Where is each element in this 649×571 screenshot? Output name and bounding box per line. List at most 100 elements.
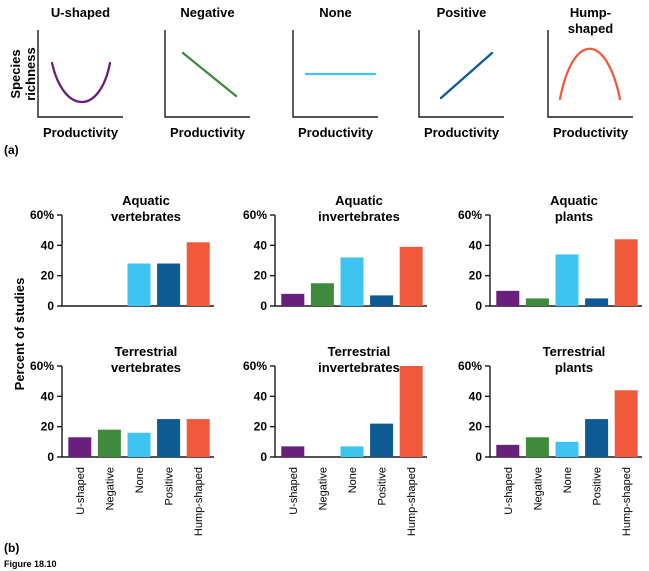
bar-terrestrial-plants-none — [555, 441, 579, 457]
category-label-positive: Positive — [592, 467, 604, 506]
shape-panel-axes-negative — [164, 30, 250, 118]
y-tick-label-terrestrial-invertebrates-60: 60% — [243, 359, 267, 373]
bar-aquatic-vertebrates-positive — [157, 263, 181, 306]
category-label-u-shaped: U-shaped — [503, 467, 515, 515]
shape-panel-title-hump-2: shaped — [568, 21, 614, 36]
bar-aquatic-plants-hump-shaped — [614, 239, 638, 306]
y-tick-label-aquatic-invertebrates-60: 60% — [243, 208, 267, 222]
y-tick-label-terrestrial-invertebrates-40: 40 — [254, 389, 268, 403]
category-label-negative: Negative — [532, 467, 544, 510]
category-label-positive: Positive — [164, 467, 176, 506]
bar-chart-title-terrestrial-vertebrates-2: vertebrates — [111, 360, 181, 375]
bar-aquatic-invertebrates-positive — [370, 295, 394, 306]
bar-terrestrial-invertebrates-u-shaped — [281, 446, 305, 457]
shape-panel-title-positive: Positive — [437, 5, 487, 20]
y-tick-label-aquatic-invertebrates-0: 0 — [260, 299, 267, 313]
relationship-curve-negative — [181, 51, 238, 98]
bar-terrestrial-invertebrates-none — [340, 446, 364, 457]
shape-panel-axes-u — [37, 30, 123, 118]
y-tick-label-aquatic-vertebrates-40: 40 — [41, 238, 55, 252]
category-label-hump-shaped: Hump-shaped — [193, 467, 205, 536]
shape-panel-title-hump: Hump- — [570, 5, 611, 20]
bar-terrestrial-vertebrates-none — [127, 432, 151, 457]
y-tick-label-aquatic-plants-60: 60% — [458, 208, 482, 222]
bar-aquatic-plants-u-shaped — [496, 290, 520, 306]
bar-terrestrial-plants-u-shaped — [496, 444, 520, 457]
panel-a-relationship-shapes: Species richnessU-shapedProductivityNegat… — [8, 5, 633, 140]
bar-terrestrial-vertebrates-positive — [157, 419, 181, 457]
y-tick-label-terrestrial-invertebrates-0: 0 — [260, 450, 267, 464]
shape-panel-xlabel-u: Productivity — [43, 125, 119, 140]
bar-chart-title-terrestrial-vertebrates: Terrestrial — [115, 344, 178, 359]
shape-panel-xlabel-negative: Productivity — [170, 125, 246, 140]
y-tick-label-aquatic-vertebrates-60: 60% — [30, 208, 54, 222]
category-label-negative: Negative — [104, 467, 116, 510]
y-tick-label-terrestrial-plants-20: 20 — [469, 420, 483, 434]
category-label-none: None — [347, 467, 359, 493]
category-label-u-shaped: U-shaped — [288, 467, 300, 515]
category-label-hump-shaped: Hump-shaped — [621, 467, 633, 536]
bar-chart-title-aquatic-vertebrates: Aquatic — [122, 193, 170, 208]
bar-terrestrial-invertebrates-positive — [370, 423, 394, 457]
bar-chart-title-aquatic-plants-2: plants — [555, 209, 593, 224]
panel-a-ylabel-line-2: richness — [23, 47, 38, 100]
y-tick-label-aquatic-invertebrates-20: 20 — [254, 269, 268, 283]
category-label-positive: Positive — [377, 467, 389, 506]
category-label-none: None — [562, 467, 574, 493]
category-labels-column-2: U-shaped Negative None Positive Hump-shaped — [288, 467, 418, 536]
bar-terrestrial-vertebrates-negative — [97, 429, 121, 457]
shape-panel-axes-none — [292, 30, 378, 118]
category-labels-column-3: U-shaped Negative None Positive Hump-shaped — [503, 467, 633, 536]
shape-panel-title-none: None — [319, 5, 352, 20]
shape-panel-axes-positive — [418, 30, 504, 118]
category-label-negative: Negative — [317, 467, 329, 510]
shape-panel-title-negative: Negative — [180, 5, 234, 20]
relationship-curve-positive — [439, 51, 494, 100]
bar-terrestrial-vertebrates-hump-shaped — [186, 419, 210, 457]
y-tick-label-aquatic-plants-20: 20 — [469, 269, 483, 283]
bar-chart-title-terrestrial-plants-2: plants — [555, 360, 593, 375]
bar-terrestrial-plants-positive — [585, 419, 609, 457]
relationship-curve-u — [50, 61, 112, 104]
bar-chart-title-terrestrial-invertebrates: Terrestrial — [328, 344, 391, 359]
bar-aquatic-plants-negative — [525, 298, 549, 306]
y-tick-label-aquatic-invertebrates-40: 40 — [254, 238, 268, 252]
shape-panel-none: None Productivity — [292, 5, 378, 140]
category-label-u-shaped: U-shaped — [75, 467, 87, 515]
shape-panel-negative: Negative Productivity — [164, 5, 250, 140]
y-tick-label-aquatic-plants-40: 40 — [469, 238, 483, 252]
bar-aquatic-plants-positive — [585, 298, 609, 306]
y-tick-label-aquatic-vertebrates-0: 0 — [47, 299, 54, 313]
panel-a-ylabel-line-1: Species — [8, 49, 23, 98]
shape-panel-hump: Hump-shaped Productivity — [547, 5, 633, 140]
category-label-none: None — [134, 467, 146, 493]
bar-aquatic-invertebrates-none — [340, 257, 364, 306]
category-label-hump-shaped: Hump-shaped — [406, 467, 418, 536]
bar-terrestrial-plants-hump-shaped — [614, 390, 638, 457]
bar-terrestrial-vertebrates-u-shaped — [68, 437, 92, 457]
shape-panel-axes-hump — [547, 30, 633, 118]
y-tick-label-terrestrial-plants-0: 0 — [475, 450, 482, 464]
bar-terrestrial-invertebrates-hump-shaped — [399, 366, 423, 457]
panel-b-ylabel: Percent of studies — [12, 278, 27, 391]
y-tick-label-terrestrial-plants-40: 40 — [469, 389, 483, 403]
figure-label: Figure 18.10 — [4, 559, 57, 569]
panel-a-label: (a) — [4, 143, 19, 157]
bar-chart-title-aquatic-invertebrates-2: invertebrates — [318, 209, 400, 224]
panel-b-bar-charts: Percent of studies 0204060%Aquaticvertebr… — [12, 193, 642, 536]
bar-aquatic-invertebrates-hump-shaped — [399, 246, 423, 306]
y-tick-label-terrestrial-plants-60: 60% — [458, 359, 482, 373]
shape-panel-xlabel-hump: Productivity — [553, 125, 629, 140]
shape-panel-title-u: U-shaped — [51, 5, 110, 20]
y-tick-label-terrestrial-invertebrates-20: 20 — [254, 420, 268, 434]
panel-b-label: (b) — [4, 541, 19, 555]
bar-chart-title-aquatic-vertebrates-2: vertebrates — [111, 209, 181, 224]
y-tick-label-terrestrial-vertebrates-0: 0 — [47, 450, 54, 464]
bar-aquatic-plants-none — [555, 254, 579, 306]
